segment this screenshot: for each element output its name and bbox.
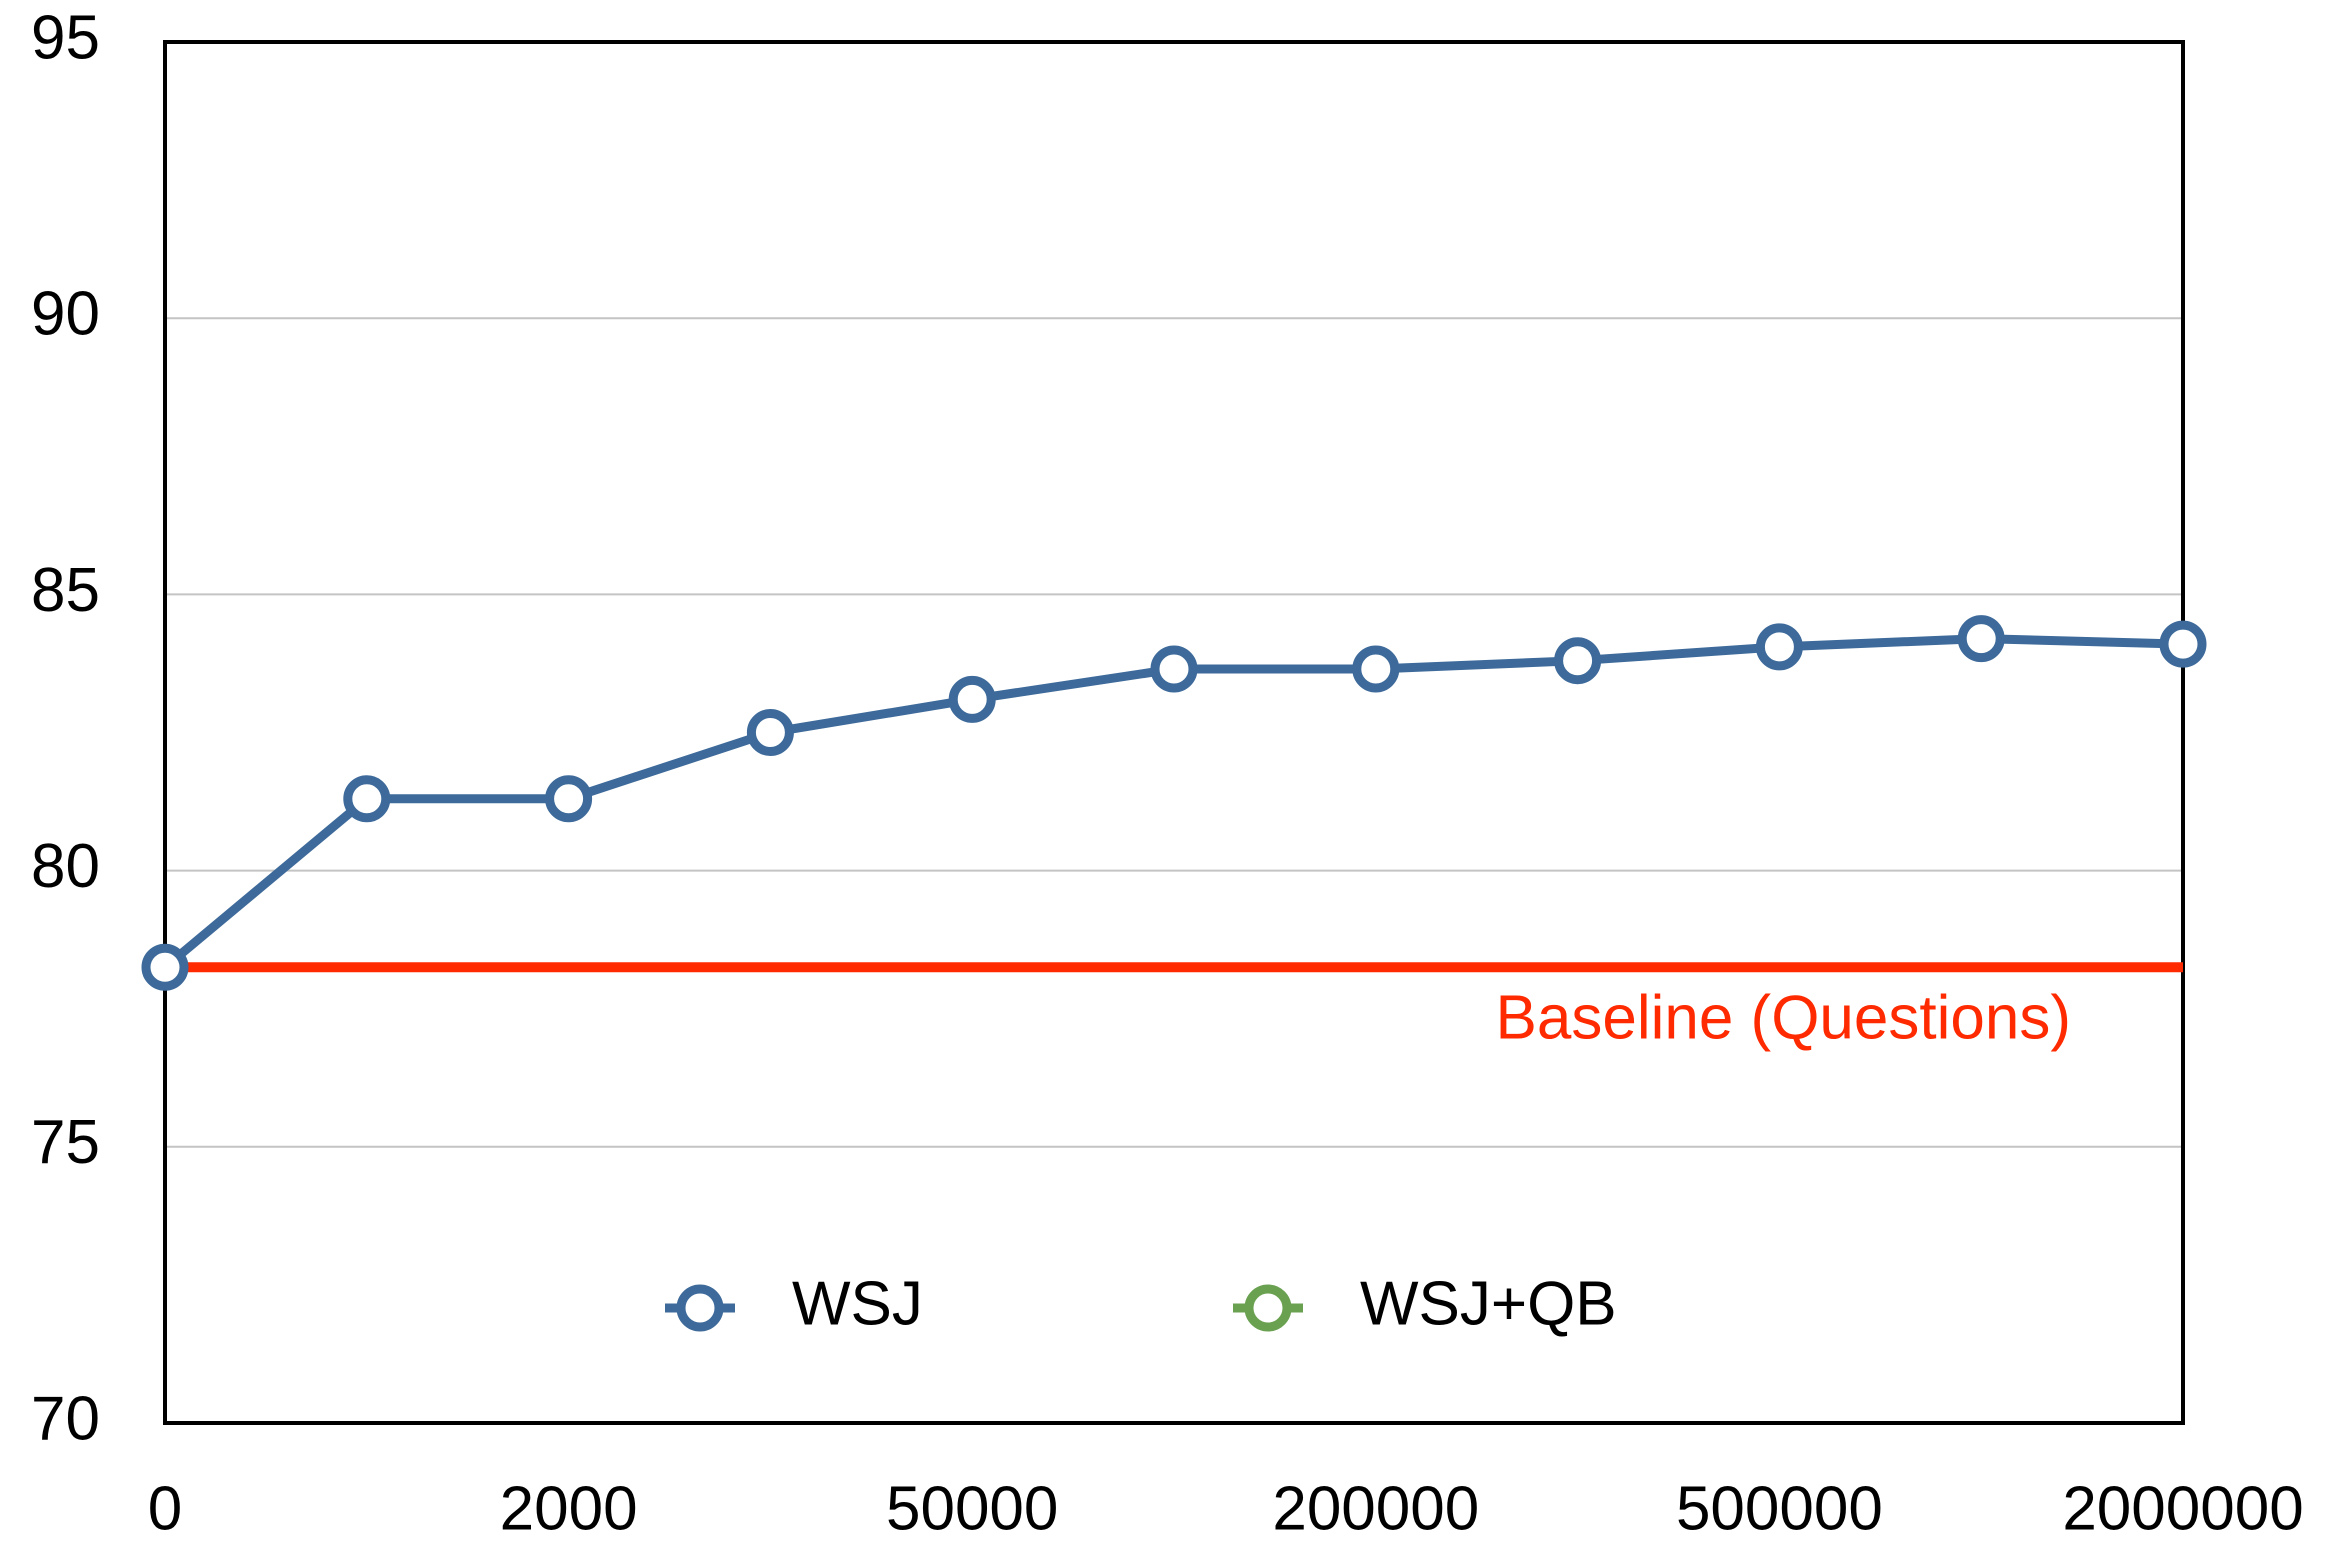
data-point bbox=[2159, 620, 2207, 668]
data-point bbox=[1554, 637, 1602, 685]
x-tick-label: 50000 bbox=[886, 1474, 1058, 1543]
data-point bbox=[1755, 623, 1803, 671]
legend-label: WSJ+QB bbox=[1360, 1269, 1617, 1338]
x-tick-label: 2000 bbox=[500, 1474, 638, 1543]
y-tick-label: 70 bbox=[31, 1384, 100, 1453]
data-point bbox=[1352, 645, 1400, 693]
baseline-label: Baseline (Questions) bbox=[1496, 984, 2072, 1053]
y-tick-label: 75 bbox=[31, 1108, 100, 1177]
data-point bbox=[545, 775, 593, 823]
data-point bbox=[746, 709, 794, 756]
y-tick-label: 90 bbox=[31, 280, 100, 349]
legend-marker bbox=[1244, 1284, 1292, 1332]
plot-frame bbox=[163, 40, 2185, 1425]
x-tick-label: 500000 bbox=[1676, 1474, 1883, 1543]
data-point bbox=[141, 943, 189, 991]
y-tick-label: 95 bbox=[31, 3, 100, 72]
x-tick-label: 0 bbox=[148, 1474, 182, 1543]
data-point bbox=[1957, 615, 2005, 663]
data-point bbox=[1150, 645, 1198, 693]
data-point bbox=[343, 775, 391, 823]
legend-label: WSJ bbox=[792, 1269, 923, 1338]
data-point bbox=[948, 675, 996, 723]
x-tick-label: 2000000 bbox=[2062, 1474, 2303, 1543]
legend-marker bbox=[676, 1284, 724, 1332]
x-tick-label: 200000 bbox=[1272, 1474, 1479, 1543]
y-tick-label: 85 bbox=[31, 556, 100, 625]
y-tick-label: 80 bbox=[31, 832, 100, 901]
